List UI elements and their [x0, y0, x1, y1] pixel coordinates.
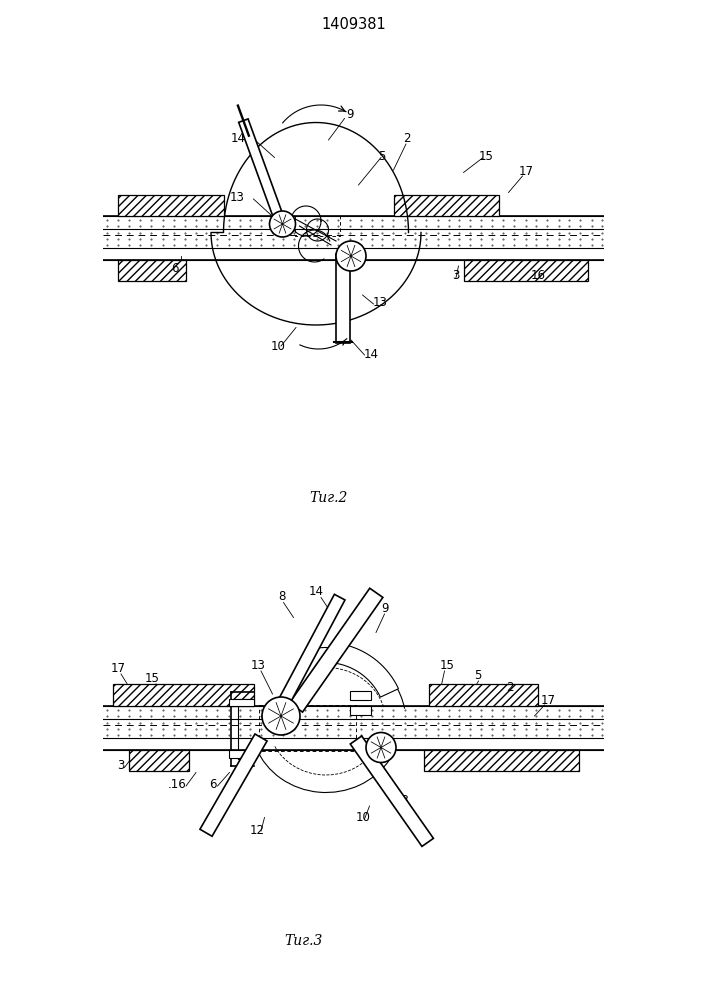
Polygon shape: [239, 119, 286, 226]
Text: 3: 3: [452, 269, 460, 282]
Text: 13: 13: [373, 296, 387, 309]
Polygon shape: [276, 594, 345, 710]
Polygon shape: [464, 260, 588, 281]
Polygon shape: [423, 750, 578, 771]
Text: 2: 2: [506, 681, 513, 694]
Text: 15: 15: [440, 659, 455, 672]
Text: 9: 9: [381, 602, 389, 615]
Polygon shape: [349, 706, 371, 715]
Polygon shape: [350, 736, 433, 846]
Polygon shape: [289, 588, 383, 712]
Polygon shape: [200, 734, 267, 836]
Circle shape: [269, 211, 296, 237]
Text: 8: 8: [279, 590, 286, 603]
Polygon shape: [119, 260, 186, 281]
Text: Τиг.3: Τиг.3: [284, 934, 322, 948]
Circle shape: [336, 241, 366, 271]
Text: 12: 12: [250, 824, 264, 837]
Text: 14: 14: [308, 585, 324, 598]
Polygon shape: [394, 195, 498, 216]
Text: 5: 5: [378, 150, 386, 163]
Text: 13: 13: [230, 191, 245, 204]
Circle shape: [366, 732, 396, 762]
Polygon shape: [428, 684, 539, 706]
Polygon shape: [336, 254, 349, 342]
Polygon shape: [228, 698, 254, 706]
Polygon shape: [331, 643, 399, 697]
Polygon shape: [119, 195, 223, 216]
Text: 17: 17: [111, 662, 126, 676]
Text: 14: 14: [363, 348, 378, 360]
Text: 10: 10: [356, 811, 371, 824]
Text: 10: 10: [271, 340, 286, 353]
Text: 1409381: 1409381: [321, 17, 386, 32]
Circle shape: [262, 697, 300, 735]
Polygon shape: [228, 750, 254, 758]
Text: 15: 15: [144, 672, 159, 686]
Polygon shape: [129, 750, 189, 771]
Text: 17: 17: [518, 165, 534, 178]
Text: 13: 13: [251, 659, 266, 672]
Text: 15: 15: [479, 150, 493, 163]
Text: Τиг.2: Τиг.2: [310, 491, 348, 506]
Text: 6: 6: [209, 778, 217, 790]
Polygon shape: [349, 691, 371, 700]
Text: 6: 6: [171, 262, 178, 275]
Text: 9: 9: [346, 107, 354, 120]
Text: 2: 2: [404, 132, 411, 145]
Text: 16: 16: [531, 269, 546, 282]
Text: 3: 3: [117, 759, 125, 772]
Text: .16: .16: [168, 778, 186, 790]
Text: 17: 17: [541, 694, 556, 707]
Text: 14: 14: [231, 132, 246, 145]
Text: 13: 13: [395, 794, 409, 807]
Polygon shape: [114, 684, 254, 706]
Text: 5: 5: [474, 669, 482, 682]
